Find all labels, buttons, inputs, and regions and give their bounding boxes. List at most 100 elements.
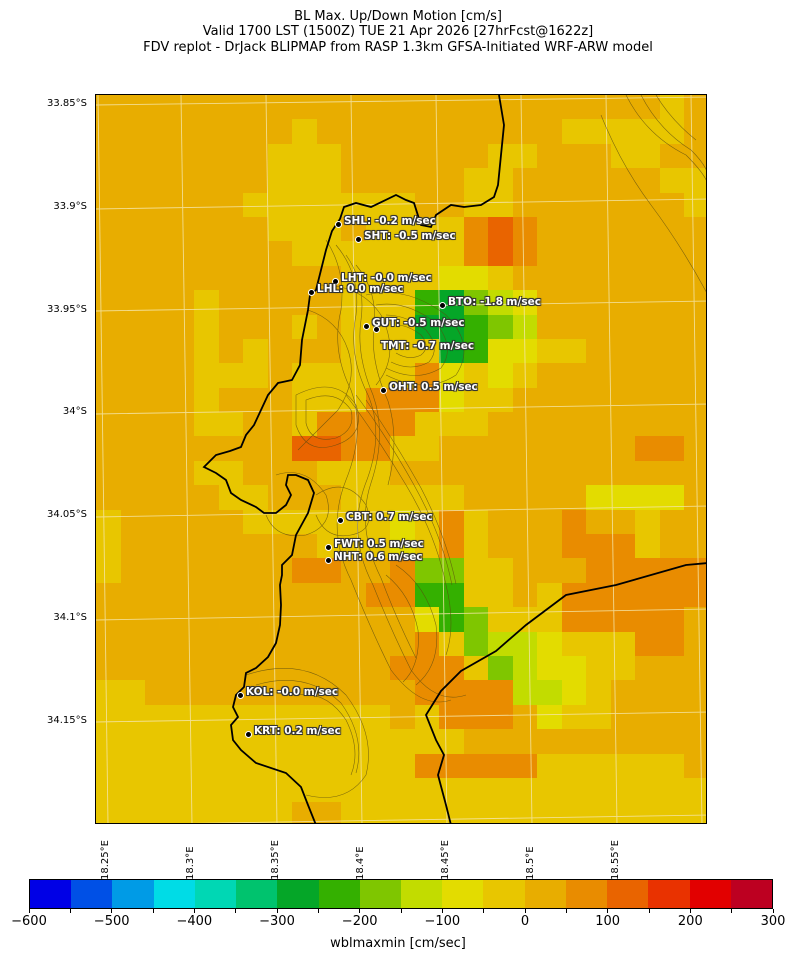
- grid-cell: [390, 119, 415, 144]
- grid-cell: [316, 95, 341, 120]
- grid-cell: [537, 168, 562, 193]
- grid-cell: [243, 192, 268, 217]
- grid-cell: [463, 95, 488, 120]
- grid-cell: [341, 655, 366, 681]
- grid-cell: [488, 607, 513, 632]
- grid-cell: [586, 631, 611, 656]
- grid-cell: [267, 216, 292, 242]
- grid-cell: [390, 387, 415, 413]
- colorbar-segment: [689, 880, 731, 908]
- grid-cell: [316, 338, 341, 364]
- grid-cell: [561, 802, 586, 823]
- grid-cell: [537, 216, 562, 242]
- grid-cell: [120, 509, 145, 535]
- colorbar-tick: [317, 909, 319, 913]
- grid-cell: [488, 363, 513, 388]
- grid-cell: [292, 265, 317, 291]
- grid-cell: [414, 95, 439, 120]
- grid-cell: [243, 485, 268, 510]
- grid-cell: [561, 168, 586, 193]
- grid-cell: [463, 265, 488, 291]
- grid-cell: [659, 216, 684, 242]
- grid-cell: [267, 777, 292, 803]
- grid-cell: [169, 631, 194, 656]
- grid-cell: [463, 607, 488, 632]
- grid-cell: [488, 119, 513, 144]
- station-dot-icon[interactable]: [372, 325, 380, 333]
- grid-cell: [610, 265, 635, 291]
- grid-cell: [684, 436, 706, 461]
- grid-cell: [488, 777, 513, 803]
- grid-cell: [635, 607, 660, 632]
- grid-cell: [586, 241, 611, 266]
- grid-cell: [194, 534, 219, 559]
- colorbar-tick-label: −600: [11, 914, 47, 929]
- grid-cell: [390, 314, 415, 339]
- colorbar-segment: [236, 880, 278, 908]
- latitude-tick-label: 33.85°S: [47, 98, 87, 109]
- grid-cell: [169, 314, 194, 339]
- grid-cell: [439, 485, 464, 510]
- grid-cell: [316, 387, 341, 413]
- grid-cell: [218, 290, 243, 315]
- grid-cell: [292, 704, 317, 730]
- grid-cell: [586, 729, 611, 754]
- station-label-tmt: TMT: -0.7 m/sec: [381, 340, 475, 352]
- grid-cell: [561, 485, 586, 510]
- colorbar-tick: [152, 909, 154, 913]
- longitude-tick-label: 18.25°E: [100, 840, 111, 880]
- station-label-sht: SHT: -0.5 m/sec: [364, 230, 456, 242]
- colorbar-tick: [731, 909, 733, 913]
- grid-cell: [512, 436, 537, 461]
- grid-cell: [439, 460, 464, 486]
- grid-cell: [684, 168, 706, 193]
- grid-cell: [610, 241, 635, 266]
- grid-cell: [439, 704, 464, 730]
- grid-cell: [194, 387, 219, 413]
- grid-cell: [218, 363, 243, 388]
- grid-cell: [365, 241, 390, 266]
- grid-cell: [610, 314, 635, 339]
- grid-cell: [120, 777, 145, 803]
- station-dot-icon[interactable]: [244, 730, 252, 738]
- station-dot-icon[interactable]: [324, 543, 332, 551]
- map-overlay: [96, 95, 706, 823]
- grid-cell: [316, 802, 341, 823]
- grid-cell: [684, 460, 706, 486]
- grid-cell: [218, 558, 243, 583]
- grid-cell: [659, 192, 684, 217]
- grid-cell: [488, 412, 513, 437]
- grid-cell: [659, 387, 684, 413]
- grid-cell: [145, 704, 170, 730]
- grid-cell: [684, 631, 706, 656]
- grid-cell: [512, 729, 537, 754]
- grid-cell: [267, 119, 292, 144]
- station-dot-icon[interactable]: [336, 516, 344, 524]
- station-dot-icon[interactable]: [334, 220, 342, 228]
- grid-cell: [292, 655, 317, 681]
- grid-cell: [659, 607, 684, 632]
- grid-cell: [586, 192, 611, 217]
- station-dot-icon[interactable]: [438, 301, 446, 309]
- grid-cell: [365, 143, 390, 169]
- station-label-oht: OHT: 0.5 m/sec: [389, 381, 478, 393]
- grid-cell: [635, 387, 660, 413]
- station-dot-icon[interactable]: [379, 386, 387, 394]
- grid-cell: [488, 485, 513, 510]
- grid-cell: [341, 582, 366, 608]
- grid-cell: [684, 265, 706, 291]
- grid-cell: [586, 802, 611, 823]
- station-dot-icon[interactable]: [236, 691, 244, 699]
- grid-cell: [610, 582, 635, 608]
- station-dot-icon[interactable]: [324, 556, 332, 564]
- grid-cell: [659, 412, 684, 437]
- station-dot-icon[interactable]: [331, 277, 339, 285]
- station-dot-icon[interactable]: [307, 288, 315, 296]
- station-dot-icon[interactable]: [362, 322, 370, 330]
- grid-cell: [365, 338, 390, 364]
- grid-cell: [316, 631, 341, 656]
- station-dot-icon[interactable]: [354, 235, 362, 243]
- grid-cell: [684, 534, 706, 559]
- grid-cell: [96, 168, 121, 193]
- grid-cell: [390, 485, 415, 510]
